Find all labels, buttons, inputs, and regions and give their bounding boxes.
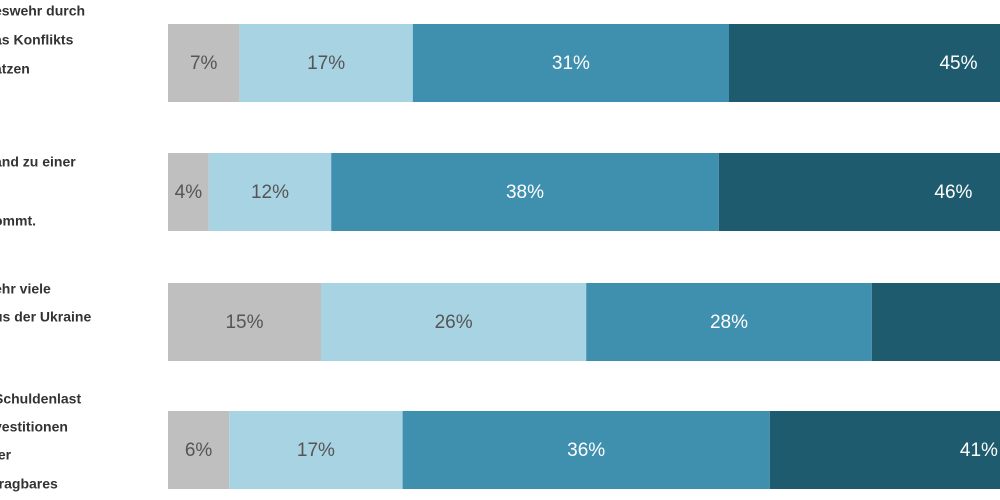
value-label: 17% xyxy=(297,440,335,461)
bar-segment xyxy=(168,153,209,231)
category-label: eswehr durch xyxy=(0,3,85,19)
bar-segment xyxy=(718,153,1000,231)
bar-segment xyxy=(729,24,1000,102)
value-label: 46% xyxy=(934,182,972,203)
bar-segment xyxy=(168,24,240,102)
value-label: 4% xyxy=(175,182,203,203)
bar-segment xyxy=(208,153,332,231)
value-label: 38% xyxy=(506,182,544,203)
bar-segment xyxy=(229,411,403,489)
bar-segment xyxy=(168,411,230,489)
bar-segment xyxy=(412,24,729,102)
value-label: 7% xyxy=(190,53,218,74)
bar-segment xyxy=(168,283,321,361)
category-label: as Konflikts xyxy=(0,32,74,48)
bar-segment xyxy=(871,283,1000,361)
bar-segment xyxy=(239,24,413,102)
category-label: and zu einer xyxy=(0,154,76,170)
value-label: 45% xyxy=(939,53,977,74)
value-label: 28% xyxy=(710,312,748,333)
bar-segment xyxy=(321,283,587,361)
bar-segment xyxy=(769,411,1000,489)
category-label: Schuldenlast xyxy=(0,391,81,407)
value-label: 26% xyxy=(435,312,473,333)
bar-segment xyxy=(586,283,872,361)
category-label: vestitionen xyxy=(0,419,68,435)
category-label: ehr viele xyxy=(0,281,51,297)
category-label: us der Ukraine xyxy=(0,309,91,325)
category-label: ommt. xyxy=(0,213,36,229)
value-label: 31% xyxy=(552,53,590,74)
category-label: ler xyxy=(0,447,12,463)
value-label: 12% xyxy=(251,182,289,203)
value-label: 17% xyxy=(307,53,345,74)
category-label: ätzen xyxy=(0,61,30,77)
value-label: 6% xyxy=(185,440,213,461)
bar-segment xyxy=(331,153,719,231)
category-label: tragbares xyxy=(0,476,58,492)
value-label: 15% xyxy=(225,312,263,333)
bar-segment xyxy=(402,411,770,489)
value-label: 41% xyxy=(960,440,998,461)
value-label: 36% xyxy=(567,440,605,461)
